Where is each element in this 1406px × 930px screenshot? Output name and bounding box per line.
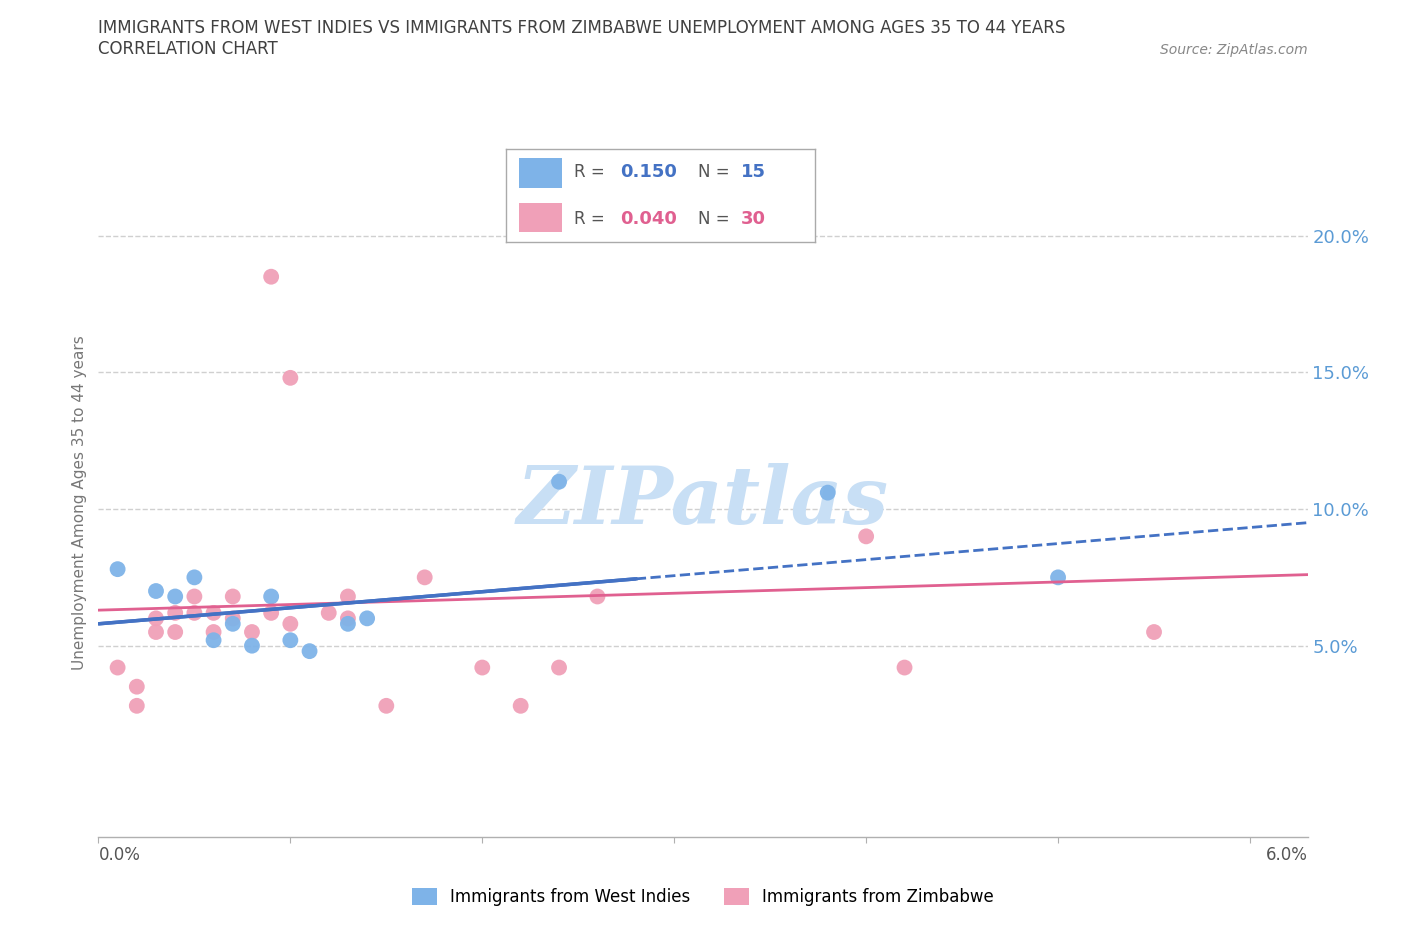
Text: 0.040: 0.040 (620, 209, 678, 228)
Point (260, 270, 283, 285)
Point (125, 698, 148, 713)
FancyBboxPatch shape (519, 158, 562, 188)
Point (260, 605, 283, 620)
Legend: Immigrants from West Indies, Immigrants from Zimbabwe: Immigrants from West Indies, Immigrants … (405, 881, 1001, 912)
Text: ZIPatlas: ZIPatlas (517, 463, 889, 541)
Text: R =: R = (574, 163, 610, 181)
FancyBboxPatch shape (519, 203, 562, 232)
Point (240, 625, 263, 640)
Point (855, 529, 877, 544)
Y-axis label: Unemployment Among Ages 35 to 44 years: Unemployment Among Ages 35 to 44 years (72, 335, 87, 670)
Point (145, 625, 167, 640)
Point (548, 660, 571, 675)
Point (817, 485, 839, 500)
Point (1047, 570, 1070, 585)
Text: IMMIGRANTS FROM WEST INDIES VS IMMIGRANTS FROM ZIMBABWE UNEMPLOYMENT AMONG AGES : IMMIGRANTS FROM WEST INDIES VS IMMIGRANT… (98, 19, 1066, 36)
Point (202, 632, 225, 647)
Point (893, 660, 915, 675)
Point (202, 605, 225, 620)
Point (222, 611, 245, 626)
Point (107, 660, 129, 675)
Point (280, 617, 302, 631)
Text: 0.0%: 0.0% (98, 846, 141, 864)
Point (107, 562, 129, 577)
Text: 15: 15 (741, 163, 766, 181)
Text: R =: R = (574, 209, 610, 228)
Point (145, 611, 167, 626)
Point (280, 632, 302, 647)
Text: 30: 30 (741, 209, 766, 228)
Point (183, 589, 205, 604)
Point (165, 589, 187, 604)
Point (125, 679, 148, 694)
Point (356, 611, 378, 626)
Point (413, 570, 436, 585)
Point (586, 589, 609, 604)
Point (222, 589, 245, 604)
Point (471, 660, 494, 675)
Point (260, 589, 283, 604)
Point (165, 625, 187, 640)
Point (240, 638, 263, 653)
Point (298, 644, 321, 658)
Text: N =: N = (697, 209, 735, 228)
Point (336, 611, 359, 626)
Point (1143, 625, 1166, 640)
Point (509, 698, 531, 713)
Point (280, 370, 302, 385)
Point (318, 605, 340, 620)
Text: CORRELATION CHART: CORRELATION CHART (98, 40, 278, 58)
Text: N =: N = (697, 163, 735, 181)
Text: Source: ZipAtlas.com: Source: ZipAtlas.com (1160, 43, 1308, 57)
Point (183, 570, 205, 585)
Point (222, 617, 245, 631)
Point (548, 474, 571, 489)
Point (145, 584, 167, 599)
Point (375, 698, 398, 713)
Text: 0.150: 0.150 (620, 163, 678, 181)
Point (165, 605, 187, 620)
Point (336, 617, 359, 631)
Point (336, 589, 359, 604)
Point (183, 605, 205, 620)
Point (202, 625, 225, 640)
Text: 6.0%: 6.0% (1265, 846, 1308, 864)
